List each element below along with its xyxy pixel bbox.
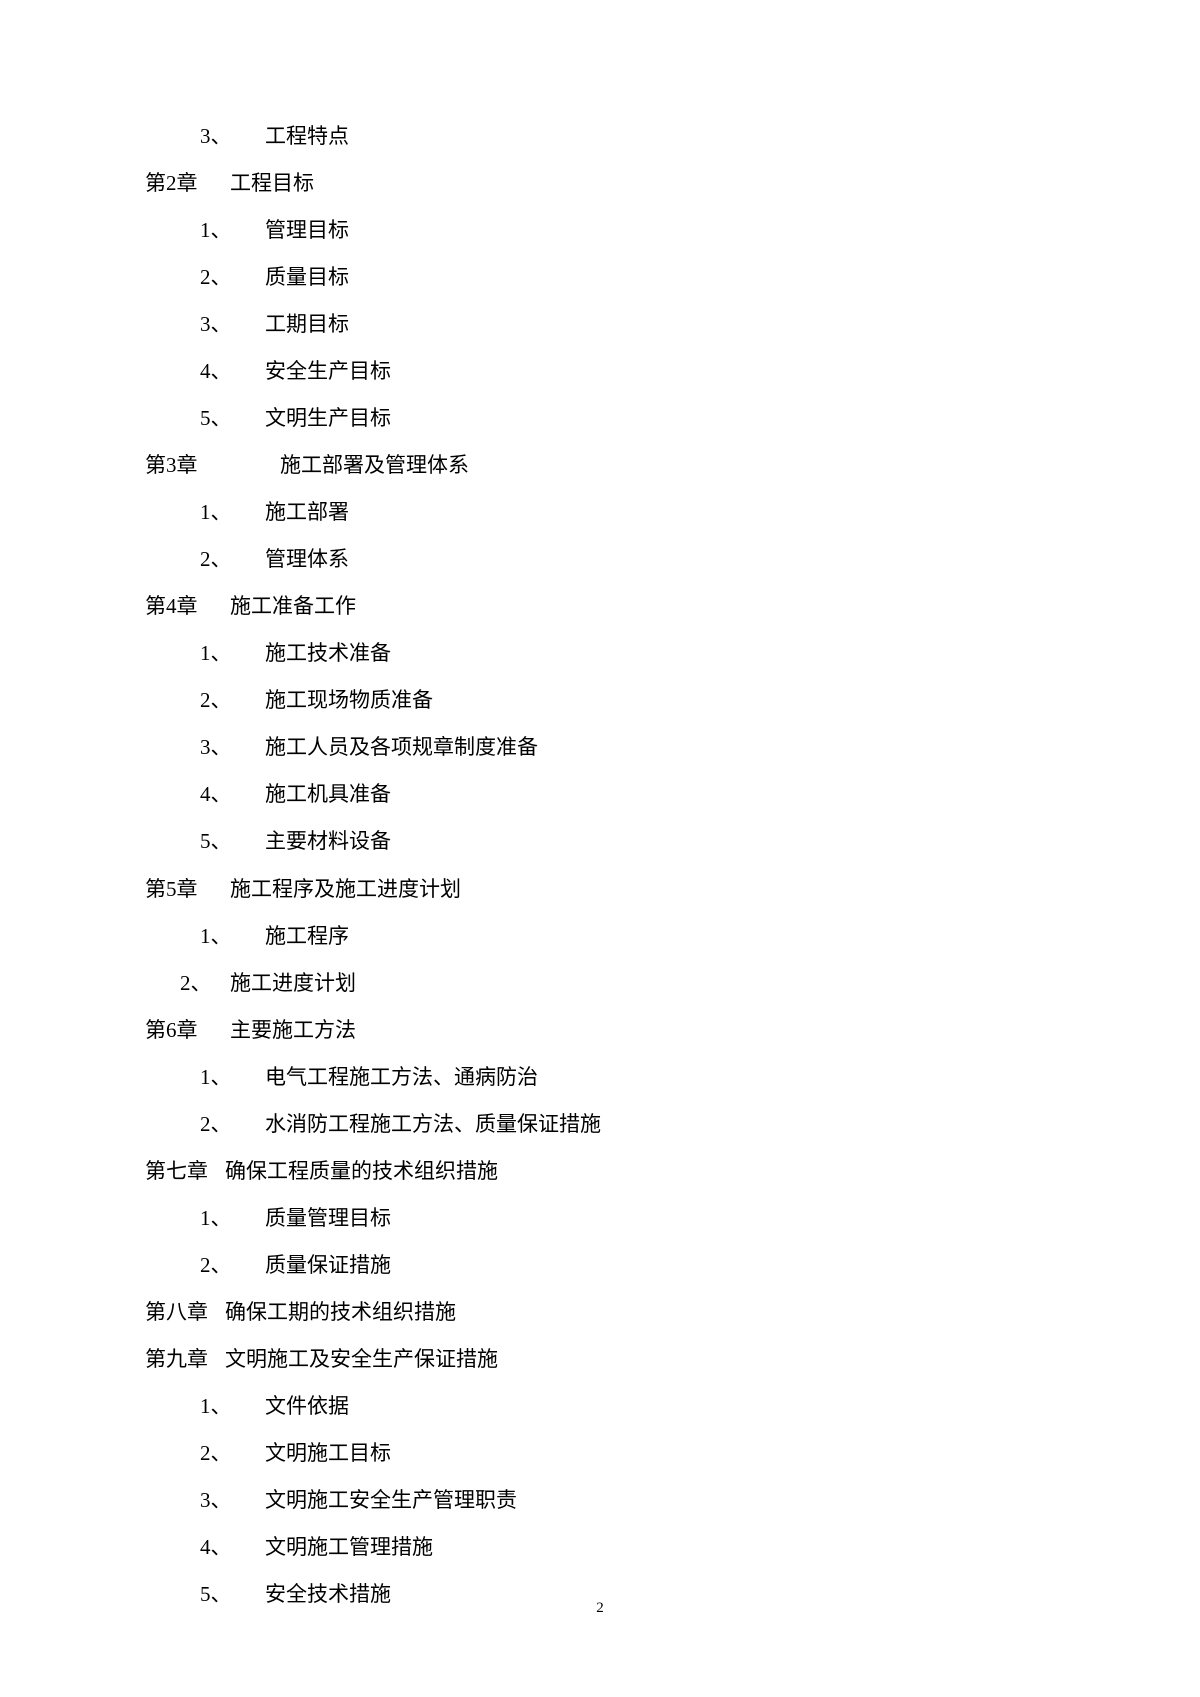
- item-number: 1、: [200, 913, 265, 960]
- item-number: 4、: [200, 348, 265, 395]
- toc-item: 4、施工机具准备: [145, 771, 1055, 818]
- item-text: 施工人员及各项规章制度准备: [265, 724, 538, 771]
- item-text: 施工机具准备: [265, 771, 391, 818]
- chapter-title: 施工程序及施工进度计划: [230, 866, 461, 913]
- item-text: 管理目标: [265, 207, 349, 254]
- item-text: 施工进度计划: [230, 960, 356, 1007]
- item-number: 1、: [200, 207, 265, 254]
- page-content: 3、 工程特点 第2章工程目标1、管理目标2、质量目标3、工期目标4、安全生产目…: [0, 0, 1200, 1618]
- toc-item: 3、施工人员及各项规章制度准备: [145, 724, 1055, 771]
- item-number: 5、: [200, 1571, 265, 1618]
- chapter-title: 确保工程质量的技术组织措施: [225, 1148, 498, 1195]
- toc-item: 4、安全生产目标: [145, 348, 1055, 395]
- item-text: 电气工程施工方法、通病防治: [265, 1054, 538, 1101]
- item-number: 4、: [200, 771, 265, 818]
- toc-item: 5、文明生产目标: [145, 395, 1055, 442]
- chapter-title: 施工部署及管理体系: [280, 442, 469, 489]
- chapter-title: 主要施工方法: [230, 1007, 356, 1054]
- item-text: 水消防工程施工方法、质量保证措施: [265, 1101, 601, 1148]
- toc-item: 1、施工程序: [145, 913, 1055, 960]
- item-number: 2、: [200, 1242, 265, 1289]
- item-number: 5、: [200, 395, 265, 442]
- item-text: 工期目标: [265, 301, 349, 348]
- item-number: 5、: [200, 818, 265, 865]
- toc-item: 1、管理目标: [145, 207, 1055, 254]
- item-number: 2、: [180, 960, 230, 1007]
- chapter-title: 确保工期的技术组织措施: [225, 1289, 456, 1336]
- item-number: 3、: [200, 113, 265, 160]
- toc-item: 2、质量目标: [145, 254, 1055, 301]
- chapter-label: 第4章: [145, 583, 230, 630]
- item-number: 1、: [200, 1383, 265, 1430]
- chapter-heading: 第九章文明施工及安全生产保证措施: [145, 1336, 1055, 1383]
- item-text: 质量目标: [265, 254, 349, 301]
- toc-item: 2、管理体系: [145, 536, 1055, 583]
- chapter-label: 第2章: [145, 160, 230, 207]
- toc-item: 4、文明施工管理措施: [145, 1524, 1055, 1571]
- item-text: 施工程序: [265, 913, 349, 960]
- item-text: 质量管理目标: [265, 1195, 391, 1242]
- item-number: 1、: [200, 489, 265, 536]
- item-number: 1、: [200, 630, 265, 677]
- item-text: 文明施工管理措施: [265, 1524, 433, 1571]
- toc-item: 1、质量管理目标: [145, 1195, 1055, 1242]
- item-text: 安全技术措施: [265, 1571, 391, 1618]
- toc-item: 1、文件依据: [145, 1383, 1055, 1430]
- item-number: 2、: [200, 677, 265, 724]
- chapter-title: 工程目标: [230, 160, 314, 207]
- chapter-heading: 第4章施工准备工作: [145, 583, 1055, 630]
- item-text: 工程特点: [265, 113, 349, 160]
- chapter-title: 施工准备工作: [230, 583, 356, 630]
- toc-item: 2、施工进度计划: [145, 960, 1055, 1007]
- chapter-label: 第6章: [145, 1007, 230, 1054]
- item-number: 1、: [200, 1195, 265, 1242]
- toc-item: 3、工期目标: [145, 301, 1055, 348]
- chapter-label: 第七章: [145, 1148, 225, 1195]
- item-text: 文明施工安全生产管理职责: [265, 1477, 517, 1524]
- toc-item: 2、施工现场物质准备: [145, 677, 1055, 724]
- item-text: 施工部署: [265, 489, 349, 536]
- item-text: 文明生产目标: [265, 395, 391, 442]
- item-text: 质量保证措施: [265, 1242, 391, 1289]
- chapter-label: 第3章: [145, 442, 280, 489]
- item-text: 主要材料设备: [265, 818, 391, 865]
- toc-item: 2、质量保证措施: [145, 1242, 1055, 1289]
- toc-item: 2、文明施工目标: [145, 1430, 1055, 1477]
- chapter-title: 文明施工及安全生产保证措施: [225, 1336, 498, 1383]
- chapter-label: 第九章: [145, 1336, 225, 1383]
- item-number: 3、: [200, 1477, 265, 1524]
- item-text: 文件依据: [265, 1383, 349, 1430]
- toc-item: 3、 工程特点: [145, 113, 1055, 160]
- item-text: 文明施工目标: [265, 1430, 391, 1477]
- item-text: 施工现场物质准备: [265, 677, 433, 724]
- item-number: 4、: [200, 1524, 265, 1571]
- item-text: 施工技术准备: [265, 630, 391, 677]
- chapter-heading: 第5章施工程序及施工进度计划: [145, 866, 1055, 913]
- chapter-heading: 第七章确保工程质量的技术组织措施: [145, 1148, 1055, 1195]
- chapter-heading: 第2章工程目标: [145, 160, 1055, 207]
- chapter-label: 第八章: [145, 1289, 225, 1336]
- item-number: 2、: [200, 1101, 265, 1148]
- item-number: 3、: [200, 301, 265, 348]
- toc-item: 1、施工技术准备: [145, 630, 1055, 677]
- page-number: 2: [596, 1600, 604, 1617]
- chapter-heading: 第6章主要施工方法: [145, 1007, 1055, 1054]
- chapter-heading: 第3章施工部署及管理体系: [145, 442, 1055, 489]
- toc-item: 5、主要材料设备: [145, 818, 1055, 865]
- item-text: 安全生产目标: [265, 348, 391, 395]
- item-number: 2、: [200, 536, 265, 583]
- chapter-label: 第5章: [145, 866, 230, 913]
- item-number: 2、: [200, 254, 265, 301]
- item-number: 3、: [200, 724, 265, 771]
- toc-item: 1、施工部署: [145, 489, 1055, 536]
- item-text: 管理体系: [265, 536, 349, 583]
- chapter-heading: 第八章确保工期的技术组织措施: [145, 1289, 1055, 1336]
- item-number: 2、: [200, 1430, 265, 1477]
- chapters-container: 第2章工程目标1、管理目标2、质量目标3、工期目标4、安全生产目标5、文明生产目…: [145, 160, 1055, 1618]
- toc-item: 2、水消防工程施工方法、质量保证措施: [145, 1101, 1055, 1148]
- item-number: 1、: [200, 1054, 265, 1101]
- toc-item: 3、文明施工安全生产管理职责: [145, 1477, 1055, 1524]
- toc-item: 1、电气工程施工方法、通病防治: [145, 1054, 1055, 1101]
